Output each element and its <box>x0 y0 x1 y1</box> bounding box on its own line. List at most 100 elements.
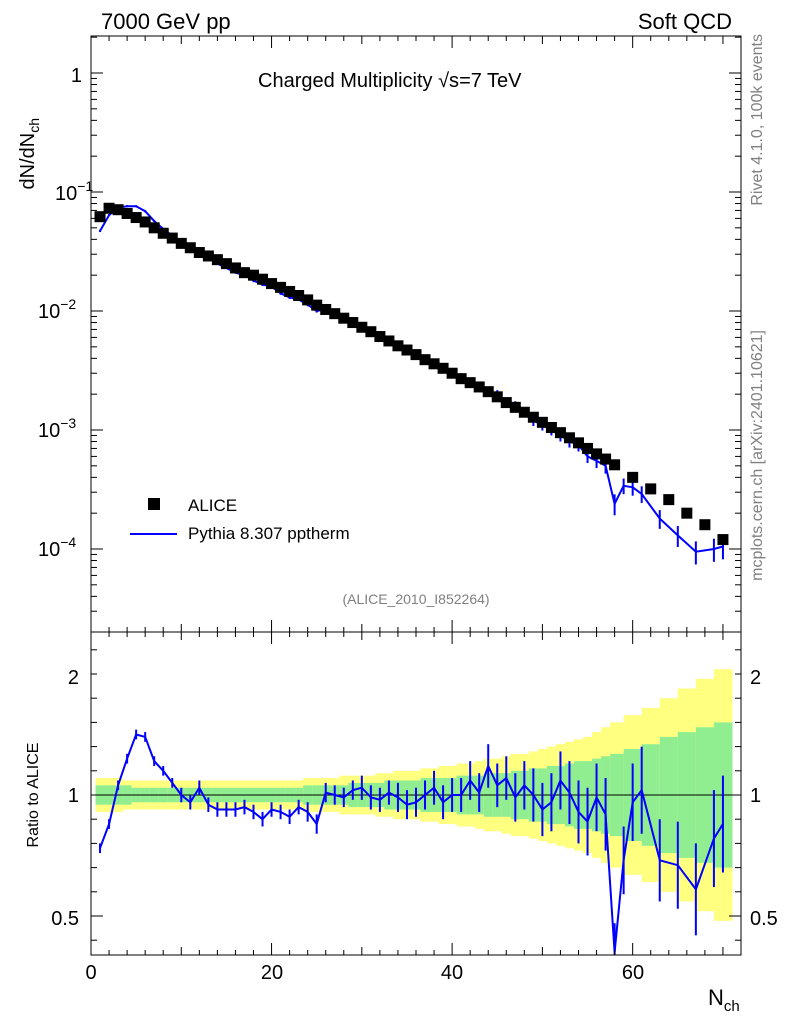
ratio-ytick-label-1-right: 1 <box>750 785 761 807</box>
rivet-version-label: Rivet 4.1.0, 100k events <box>749 34 766 206</box>
alice-data-point <box>392 340 404 352</box>
xtick-label-60: 60 <box>622 962 644 984</box>
ratio-ytick-label-0-5: 0.5 <box>51 908 79 930</box>
alice-data-point <box>527 411 539 423</box>
alice-data-point <box>509 401 521 413</box>
alice-data-point <box>166 232 178 244</box>
ratio-y-axis-title: Ratio to ALICE <box>25 743 42 848</box>
alice-data-point <box>473 381 485 393</box>
ratio-ytick-label-1: 1 <box>68 785 79 807</box>
alice-data-point <box>699 519 711 531</box>
alice-data-point <box>184 242 196 254</box>
xtick-label-40: 40 <box>441 962 463 984</box>
alice-data-point <box>536 416 548 428</box>
xtick-label-20: 20 <box>261 962 283 984</box>
alice-data-point <box>148 222 160 234</box>
x-axis-title: Nch <box>708 985 740 1015</box>
alice-data-point <box>500 397 512 409</box>
alice-data-point <box>591 448 603 460</box>
alice-data-point <box>356 321 368 333</box>
alice-data-point <box>202 250 214 262</box>
alice-data-point <box>293 289 305 301</box>
legend-data-label: ALICE <box>188 496 237 515</box>
alice-data-point <box>437 362 449 374</box>
alice-data-point <box>275 281 287 293</box>
analysis-id-label: (ALICE_2010_I852264) <box>342 591 489 607</box>
alice-data-point <box>717 534 729 546</box>
alice-data-point <box>645 483 657 495</box>
alice-data-point <box>383 335 395 347</box>
alice-data-point <box>284 285 296 297</box>
legend: ALICE Pythia 8.307 pptherm <box>130 496 350 543</box>
alice-data-point <box>302 294 314 306</box>
alice-data-point <box>446 367 458 379</box>
alice-data-point <box>266 278 278 290</box>
plot-title: Charged Multiplicity √s=7 TeV <box>258 70 522 92</box>
alice-data-point <box>193 247 205 259</box>
alice-data-point <box>121 207 133 219</box>
alice-data-point <box>455 373 467 385</box>
ratio-ytick-label-2-right: 2 <box>750 667 761 689</box>
alice-data-point <box>103 202 115 214</box>
alice-data-point <box>554 427 566 439</box>
mcplots-reference-label: mcplots.cern.ch [arXiv:2401.10621] <box>749 330 766 581</box>
ratio-panel: 2 1 0.5 2 1 0.5 Ratio to ALICE 0 20 40 6… <box>25 631 778 1015</box>
xtick-label-0: 0 <box>85 962 96 984</box>
alice-data-point <box>609 459 621 471</box>
energy-label: 7000 GeV pp <box>101 9 231 34</box>
process-label: Soft QCD <box>638 9 732 34</box>
alice-data-point <box>329 308 341 320</box>
alice-data-point <box>482 386 494 398</box>
alice-data-point <box>139 216 151 228</box>
alice-data-point <box>419 354 431 366</box>
alice-data-point <box>347 317 359 329</box>
alice-data-point <box>582 442 594 454</box>
alice-data-point <box>94 211 106 223</box>
alice-data-point <box>464 377 476 389</box>
alice-data-point <box>663 494 675 506</box>
alice-data-point <box>428 358 440 370</box>
alice-data-point <box>374 331 386 343</box>
alice-data-point <box>518 406 530 418</box>
alice-data-point <box>410 349 422 361</box>
ratio-ytick-label-0-5-right: 0.5 <box>750 908 778 930</box>
alice-data-point <box>491 391 503 403</box>
alice-data-point <box>545 421 557 433</box>
legend-data-marker <box>148 498 160 510</box>
alice-data-point <box>220 258 232 270</box>
ytick-label-1e-3: 10−3 <box>38 415 76 442</box>
legend-mc-label: Pythia 8.307 pptherm <box>188 524 350 543</box>
main-panel: 1 10−1 10−2 10−3 10−4 dN/dNch Charged Mu… <box>17 35 742 633</box>
alice-data-point <box>573 437 584 449</box>
alice-data-point <box>681 507 693 519</box>
alice-data-point <box>157 227 169 239</box>
alice-data-point <box>248 269 259 281</box>
alice-data-point <box>257 273 269 285</box>
alice-data-point <box>320 303 332 315</box>
ytick-label-1e-2: 10−2 <box>38 296 76 323</box>
ratio-axis-ticks <box>90 632 742 955</box>
ytick-label-1e-1: 10−1 <box>55 178 93 205</box>
mc-ratio-series <box>99 729 724 955</box>
alice-data-point <box>238 267 250 279</box>
alice-data-point <box>338 312 350 324</box>
main-y-axis-title: dN/dNch <box>17 118 42 190</box>
alice-data-point <box>600 453 612 465</box>
alice-data-point <box>130 212 142 224</box>
ratio-ytick-label-2: 2 <box>68 667 79 689</box>
alice-data-point <box>229 262 241 274</box>
alice-data-point <box>112 204 124 216</box>
alice-data-point <box>365 326 377 338</box>
alice-data-point <box>401 344 413 356</box>
alice-data-point <box>627 471 639 483</box>
alice-data-series <box>94 202 729 546</box>
alice-data-point <box>175 237 187 249</box>
alice-data-point <box>211 254 223 266</box>
alice-data-point <box>563 432 575 444</box>
ytick-label-1: 1 <box>71 65 82 87</box>
alice-data-point <box>311 299 323 311</box>
main-axis-ticks <box>90 36 742 632</box>
ytick-label-1e-4: 10−4 <box>38 534 76 561</box>
mc-ratio-line <box>99 733 724 953</box>
